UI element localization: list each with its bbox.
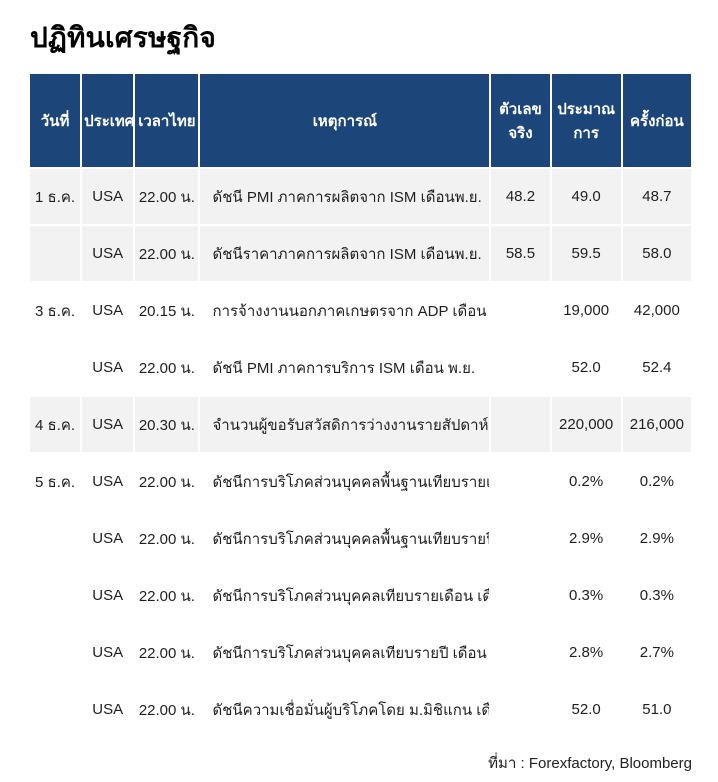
cell-date: 1 ธ.ค.: [30, 169, 81, 224]
header-row: วันที่ ประเทศ เวลาไทย เหตุการณ์ ตัวเลขจร…: [30, 74, 691, 167]
table-row: USA 22.00 น. ดัชนีความเชื่อมั่นผู้บริโภค…: [30, 682, 691, 737]
cell-time: 22.00 น.: [135, 454, 199, 509]
table-row: USA 22.00 น. ดัชนี PMI ภาคการบริการ ISM …: [30, 340, 691, 395]
cell-country: USA: [82, 340, 134, 395]
cell-time: 22.00 น.: [135, 682, 199, 737]
cell-actual: [491, 511, 550, 566]
cell-previous: 48.7: [622, 169, 691, 224]
table-row: 5 ธ.ค. USA 22.00 น. ดัชนีการบริโภคส่วนบุ…: [30, 454, 691, 509]
col-header-actual: ตัวเลขจริง: [491, 74, 550, 167]
cell-actual: [491, 568, 550, 623]
cell-forecast: 0.3%: [551, 568, 621, 623]
cell-event: ดัชนี PMI ภาคการบริการ ISM เดือน พ.ย.: [200, 340, 490, 395]
cell-event: การจ้างงานนอกภาคเกษตรจาก ADP เดือน พ.ย.: [200, 283, 490, 338]
table-header: วันที่ ประเทศ เวลาไทย เหตุการณ์ ตัวเลขจร…: [30, 74, 691, 167]
cell-forecast: 220,000: [551, 397, 621, 452]
cell-country: USA: [82, 283, 134, 338]
cell-event: ดัชนีการบริโภคส่วนบุคคลเทียบรายปี เดือน …: [200, 625, 490, 680]
table-body: 1 ธ.ค. USA 22.00 น. ดัชนี PMI ภาคการผลิต…: [30, 169, 691, 737]
cell-previous: 0.3%: [622, 568, 691, 623]
cell-date: [30, 226, 81, 281]
cell-date: 4 ธ.ค.: [30, 397, 81, 452]
cell-event: ดัชนีราคาภาคการผลิตจาก ISM เดือนพ.ย.: [200, 226, 490, 281]
cell-event: จำนวนผู้ขอรับสวัสดิการว่างงานรายสัปดาห์: [200, 397, 490, 452]
cell-previous: 42,000: [622, 283, 691, 338]
cell-time: 22.00 น.: [135, 568, 199, 623]
cell-previous: 51.0: [622, 682, 691, 737]
cell-actual: [491, 454, 550, 509]
cell-time: 20.15 น.: [135, 283, 199, 338]
cell-actual: [491, 283, 550, 338]
cell-actual: [491, 397, 550, 452]
cell-forecast: 2.8%: [551, 625, 621, 680]
table-row: 1 ธ.ค. USA 22.00 น. ดัชนี PMI ภาคการผลิต…: [30, 169, 691, 224]
cell-date: [30, 682, 81, 737]
cell-time: 22.00 น.: [135, 625, 199, 680]
cell-forecast: 2.9%: [551, 511, 621, 566]
cell-country: USA: [82, 568, 134, 623]
cell-country: USA: [82, 682, 134, 737]
cell-actual: 48.2: [491, 169, 550, 224]
cell-time: 22.00 น.: [135, 340, 199, 395]
source-attribution: ที่มา : Forexfactory, Bloomberg: [488, 755, 692, 772]
cell-time: 20.30 น.: [135, 397, 199, 452]
cell-forecast: 52.0: [551, 340, 621, 395]
col-header-forecast: ประมาณการ: [551, 74, 621, 167]
table-row: 4 ธ.ค. USA 20.30 น. จำนวนผู้ขอรับสวัสดิก…: [30, 397, 691, 452]
cell-date: [30, 568, 81, 623]
cell-event: ดัชนีการบริโภคส่วนบุคคลพื้นฐานเทียบรายเด…: [200, 454, 490, 509]
cell-country: USA: [82, 226, 134, 281]
table-row: USA 22.00 น. ดัชนีการบริโภคส่วนบุคคลพื้น…: [30, 511, 691, 566]
cell-event: ดัชนีการบริโภคส่วนบุคคลเทียบรายเดือน เดื…: [200, 568, 490, 623]
cell-previous: 58.0: [622, 226, 691, 281]
cell-forecast: 19,000: [551, 283, 621, 338]
cell-forecast: 0.2%: [551, 454, 621, 509]
economic-calendar-table: วันที่ ประเทศ เวลาไทย เหตุการณ์ ตัวเลขจร…: [28, 72, 693, 739]
cell-forecast: 59.5: [551, 226, 621, 281]
cell-event: ดัชนี PMI ภาคการผลิตจาก ISM เดือนพ.ย.: [200, 169, 490, 224]
col-header-event: เหตุการณ์: [200, 74, 490, 167]
cell-event: ดัชนีการบริโภคส่วนบุคคลพื้นฐานเทียบรายปี…: [200, 511, 490, 566]
cell-actual: 58.5: [491, 226, 550, 281]
col-header-date: วันที่: [30, 74, 81, 167]
table-row: 3 ธ.ค. USA 20.15 น. การจ้างงานนอกภาคเกษต…: [30, 283, 691, 338]
cell-actual: [491, 340, 550, 395]
table-row: USA 22.00 น. ดัชนีราคาภาคการผลิตจาก ISM …: [30, 226, 691, 281]
cell-previous: 0.2%: [622, 454, 691, 509]
cell-country: USA: [82, 454, 134, 509]
cell-country: USA: [82, 511, 134, 566]
cell-date: 5 ธ.ค.: [30, 454, 81, 509]
table-row: USA 22.00 น. ดัชนีการบริโภคส่วนบุคคลเทีย…: [30, 568, 691, 623]
cell-actual: [491, 625, 550, 680]
cell-date: [30, 340, 81, 395]
col-header-country: ประเทศ: [82, 74, 134, 167]
cell-time: 22.00 น.: [135, 226, 199, 281]
cell-event: ดัชนีความเชื่อมั่นผู้บริโภคโดย ม.มิชิแกน…: [200, 682, 490, 737]
page-title: ปฏิทินเศรษฐกิจ: [30, 22, 217, 53]
cell-time: 22.00 น.: [135, 169, 199, 224]
cell-time: 22.00 น.: [135, 511, 199, 566]
cell-country: USA: [82, 397, 134, 452]
col-header-thai-time: เวลาไทย: [135, 74, 199, 167]
cell-date: [30, 625, 81, 680]
cell-previous: 2.7%: [622, 625, 691, 680]
cell-forecast: 52.0: [551, 682, 621, 737]
cell-date: 3 ธ.ค.: [30, 283, 81, 338]
cell-previous: 216,000: [622, 397, 691, 452]
cell-forecast: 49.0: [551, 169, 621, 224]
table-row: USA 22.00 น. ดัชนีการบริโภคส่วนบุคคลเทีย…: [30, 625, 691, 680]
cell-country: USA: [82, 625, 134, 680]
cell-date: [30, 511, 81, 566]
cell-previous: 2.9%: [622, 511, 691, 566]
cell-country: USA: [82, 169, 134, 224]
cell-actual: [491, 682, 550, 737]
cell-previous: 52.4: [622, 340, 691, 395]
col-header-previous: ครั้งก่อน: [622, 74, 691, 167]
